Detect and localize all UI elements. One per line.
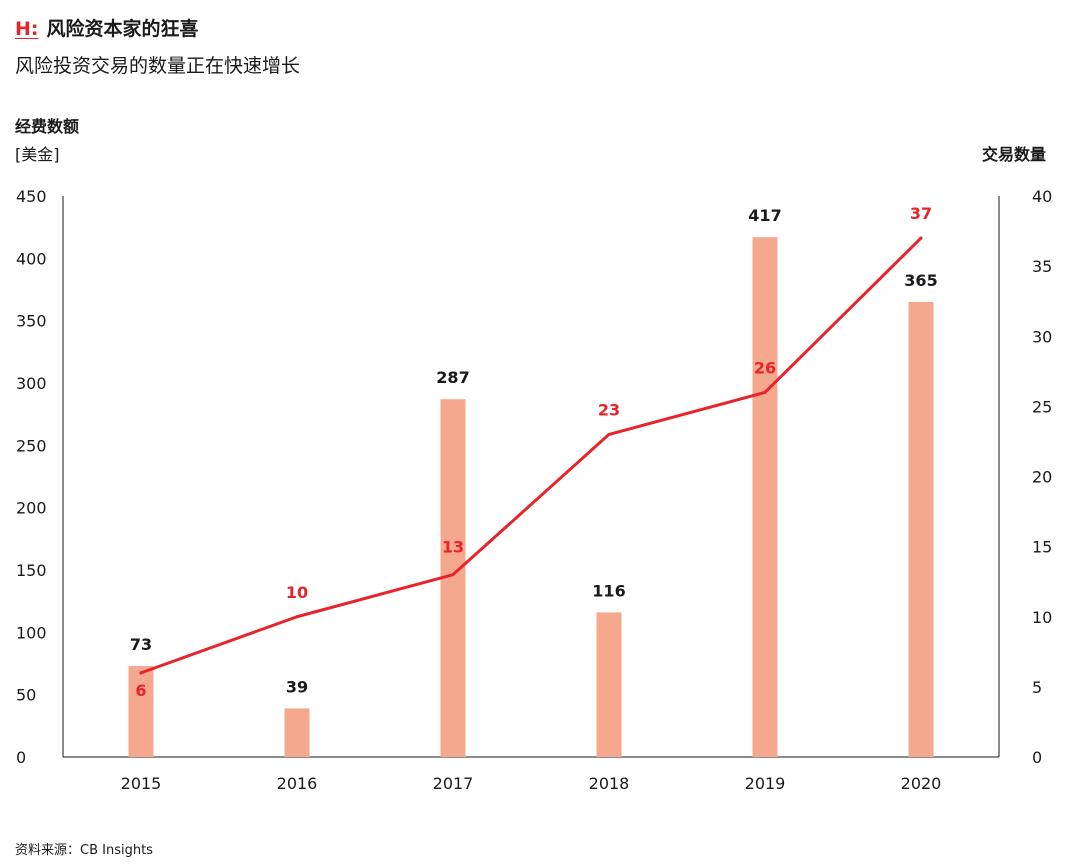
right-tick-label: 35 — [1032, 257, 1052, 276]
chart-header: H: 风险资本家的狂喜 — [15, 14, 199, 41]
line-value-label: 26 — [754, 358, 776, 377]
x-tick-label: 2018 — [589, 774, 630, 793]
bar-value-label: 365 — [904, 271, 937, 290]
bar — [908, 301, 934, 757]
right-tick-label: 30 — [1032, 327, 1052, 346]
line-value-label: 10 — [286, 583, 308, 602]
left-tick-label: 250 — [16, 436, 47, 455]
line-value-label: 37 — [910, 204, 932, 223]
left-tick-label: 350 — [16, 312, 47, 331]
right-tick-label: 15 — [1032, 538, 1052, 557]
bar — [752, 237, 778, 757]
x-tick-label: 2019 — [745, 774, 786, 793]
line-value-label: 6 — [135, 681, 146, 700]
source-note: 资料来源：CB Insights — [15, 843, 153, 858]
x-tick-label: 2017 — [433, 774, 474, 793]
deals-line — [139, 236, 923, 675]
left-tick-label: 200 — [16, 499, 47, 518]
right-tick-label: 20 — [1032, 468, 1052, 487]
right-tick-label: 40 — [1032, 187, 1052, 206]
x-tick-label: 2015 — [121, 774, 162, 793]
bar-value-label: 73 — [130, 635, 152, 654]
line-point — [451, 573, 455, 577]
line-point — [295, 615, 299, 619]
left-tick-label: 400 — [16, 249, 47, 268]
line-value-label: 23 — [598, 400, 620, 419]
left-tick-label: 450 — [16, 187, 47, 206]
line-point — [763, 390, 767, 394]
right-axis-title: 交易数量 — [981, 145, 1046, 164]
right-tick-label: 25 — [1032, 397, 1052, 416]
bar-value-label: 116 — [592, 581, 625, 600]
left-axis-title: 经费数额 — [15, 117, 80, 136]
chart-title: 风险资本家的狂喜 — [46, 18, 199, 40]
line-value-label: 13 — [442, 538, 464, 557]
bar-value-label: 287 — [436, 368, 469, 387]
left-tick-label: 0 — [16, 748, 26, 767]
x-tick-label: 2016 — [277, 774, 318, 793]
right-tick-label: 0 — [1032, 748, 1042, 767]
left-tick-label: 150 — [16, 561, 47, 580]
line-point — [919, 236, 923, 240]
x-tick-label: 2020 — [901, 774, 942, 793]
left-tick-label: 100 — [16, 623, 47, 642]
left-axis-unit: [美金] — [15, 145, 60, 164]
chart-subtitle: 风险投资交易的数量正在快速增长 — [15, 55, 301, 77]
right-tick-label: 5 — [1032, 678, 1042, 697]
bar — [596, 612, 622, 757]
bar-value-label: 417 — [748, 206, 781, 225]
bar — [284, 708, 310, 757]
line-point — [139, 671, 143, 675]
left-tick-label: 50 — [16, 686, 36, 705]
chart-label-prefix: H: — [15, 18, 39, 40]
left-tick-label: 300 — [16, 374, 47, 393]
line-point — [607, 432, 611, 436]
right-tick-label: 10 — [1032, 608, 1052, 627]
bar-value-label: 39 — [286, 677, 308, 696]
bar — [128, 665, 154, 757]
